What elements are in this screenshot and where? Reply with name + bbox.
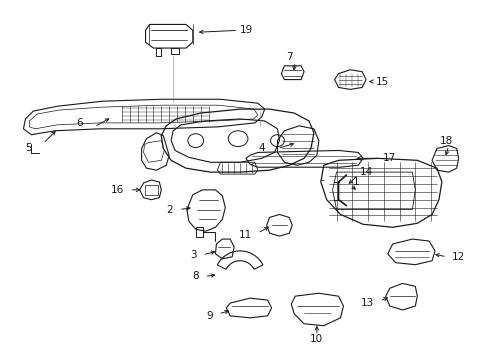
Text: 8: 8 <box>192 271 198 282</box>
Text: 17: 17 <box>382 153 395 163</box>
Text: 14: 14 <box>360 167 373 177</box>
Text: 3: 3 <box>190 250 196 260</box>
Text: 2: 2 <box>166 204 173 215</box>
Text: 11: 11 <box>238 230 251 240</box>
Text: 4: 4 <box>258 144 264 153</box>
Text: 18: 18 <box>439 136 452 145</box>
Text: 19: 19 <box>240 25 253 35</box>
Text: 7: 7 <box>285 52 292 62</box>
Text: 10: 10 <box>310 334 323 345</box>
Text: 12: 12 <box>451 252 464 262</box>
Text: 16: 16 <box>110 185 123 195</box>
Text: 9: 9 <box>205 311 212 321</box>
Text: 5: 5 <box>25 144 31 153</box>
Text: 6: 6 <box>76 118 82 128</box>
Text: 15: 15 <box>375 77 388 86</box>
Text: 1: 1 <box>352 177 359 187</box>
Text: 13: 13 <box>360 298 373 308</box>
